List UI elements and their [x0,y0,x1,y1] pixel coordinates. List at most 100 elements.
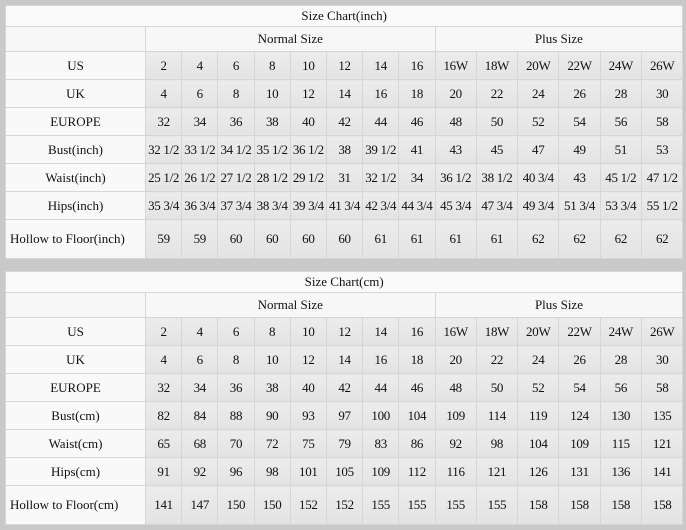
size-cell: 6 [217,317,255,346]
size-cell: 26 1/2 [181,163,219,192]
size-cell: 20W [517,51,560,80]
size-cell: 52 [517,107,560,136]
size-cell: 158 [517,485,560,525]
row-label: Hips(cm) [5,457,146,486]
size-cell: 100 [362,401,400,430]
size-cell: 29 1/2 [289,163,327,192]
size-cell: 152 [325,485,364,525]
size-cell: 16 [398,317,436,346]
size-cell: 49 [558,135,601,164]
size-cell: 30 [640,79,684,108]
size-cell: 36 [217,373,255,402]
size-cell: 26 [558,79,601,108]
size-cell: 61 [398,219,436,259]
size-cell: 131 [558,457,601,486]
size-cell: 14 [325,345,364,374]
size-cell: 116 [434,457,477,486]
size-cell: 62 [517,219,560,259]
table-row: Hips(inch) 35 3/4 36 3/4 37 3/4 38 3/4 39 3/4… [5,191,684,220]
size-cell: 158 [558,485,601,525]
size-cell: 14 [362,317,400,346]
size-cell: 90 [253,401,291,430]
row-label: UK [5,345,146,374]
size-cell: 97 [325,401,364,430]
size-cell: 16W [434,317,477,346]
size-cell: 4 [181,51,219,80]
size-cell: 36 [217,107,255,136]
size-cell: 62 [640,219,684,259]
size-cell: 34 1/2 [217,135,255,164]
size-cell: 28 [599,79,642,108]
size-cell: 10 [289,317,327,346]
table-row: Hollow to Floor(cm) 141 147 150 150 152 152 155… [5,485,684,525]
table-row: UK 4 6 8 10 12 14 16 18 20 22 24 26 28 30 [5,79,684,108]
size-cell: 36 1/2 [289,135,327,164]
size-cell: 8 [253,317,291,346]
size-cell: 35 3/4 [144,191,183,220]
size-cell: 10 [253,345,291,374]
size-cell: 155 [434,485,477,525]
size-cell: 62 [558,219,601,259]
size-cell: 42 [325,373,364,402]
size-cell: 6 [181,79,219,108]
size-cell: 62 [599,219,642,259]
size-cell: 32 [144,107,183,136]
size-cell: 20W [517,317,560,346]
size-cell: 54 [558,373,601,402]
size-cell: 136 [599,457,642,486]
table-row: US 2 4 6 8 10 12 14 16 16W 18W 20W 22W 24W 26W [5,51,684,80]
size-cell: 115 [599,429,642,458]
row-label: Hollow to Floor(cm) [5,485,146,525]
size-cell: 141 [144,485,183,525]
size-cell: 2 [144,51,183,80]
size-cell: 54 [558,107,601,136]
size-cell: 45 3/4 [434,191,477,220]
table-row: EUROPE 32 34 36 38 40 42 44 46 48 50 52 54 56 58 [5,107,684,136]
size-cell: 44 [362,373,400,402]
size-cell: 42 3/4 [362,191,400,220]
size-cell: 18 [398,345,436,374]
size-cell: 56 [599,107,642,136]
size-cell: 32 1/2 [362,163,400,192]
size-cell: 141 [640,457,684,486]
size-cell: 105 [325,457,364,486]
row-label: Bust(inch) [5,135,146,164]
row-label: US [5,51,146,80]
size-cell: 20 [434,345,477,374]
size-cell: 34 [398,163,436,192]
size-cell: 34 [181,373,219,402]
size-cell: 37 3/4 [217,191,255,220]
size-cell: 33 1/2 [181,135,219,164]
size-cell: 22 [475,79,519,108]
size-cell: 104 [517,429,560,458]
size-cell: 8 [217,345,255,374]
size-cell: 2 [144,317,183,346]
size-cell: 43 [434,135,477,164]
size-cell: 10 [253,79,291,108]
size-cell: 109 [434,401,477,430]
size-cell: 43 [558,163,601,192]
size-cell: 84 [181,401,219,430]
size-cell: 26 [558,345,601,374]
row-label: US [5,317,146,346]
row-label: Waist(cm) [5,429,146,458]
header-corner [5,26,146,52]
size-cell: 34 [181,107,219,136]
size-cell: 26W [640,317,684,346]
size-cell: 40 [289,107,327,136]
size-cell: 22W [558,317,601,346]
table-row: US 2 4 6 8 10 12 14 16 16W 18W 20W 22W 24W 26W [5,317,684,346]
size-cell: 16W [434,51,477,80]
chart-title: Size Chart(cm) [4,271,684,293]
size-cell: 27 1/2 [217,163,255,192]
table-row: Bust(cm) 82 84 88 90 93 97 100 104 109 114 119 124 13… [5,401,684,430]
size-cell: 16 [362,345,400,374]
size-cell: 38 [253,373,291,402]
table-row: Bust(inch) 32 1/2 33 1/2 34 1/2 35 1/2 36 1/2… [5,135,684,164]
size-cell: 93 [289,401,327,430]
size-cell: 53 3/4 [599,191,642,220]
size-cell: 61 [362,219,400,259]
size-cell: 49 3/4 [517,191,560,220]
size-cell: 39 1/2 [362,135,400,164]
normal-size-header: Normal Size [145,292,436,318]
